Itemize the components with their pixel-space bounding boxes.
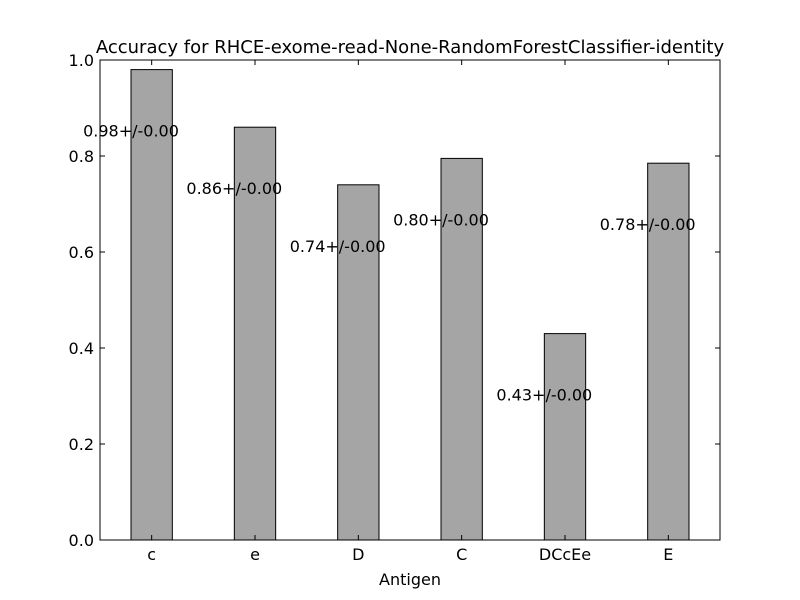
- bar-C: [440, 157, 483, 541]
- y-tick-label: 0.6: [69, 243, 94, 262]
- plot-frame: [99, 59, 721, 541]
- x-axis-label: Antigen: [379, 570, 441, 589]
- x-tick-label-E: E: [663, 545, 673, 564]
- x-tick-label-D: D: [352, 545, 364, 564]
- y-tick-label: 1.0: [69, 51, 94, 70]
- y-tick-label: 0.2: [69, 435, 94, 454]
- data-label-e: 0.86+/-0.00: [186, 179, 282, 198]
- x-tick-label-DCcEe: DCcEe: [539, 545, 591, 564]
- x-tick-label-c: c: [147, 545, 156, 564]
- data-labels-group: 0.98+/-0.00 0.86+/-0.00 0.74+/-0.00 0.80+/-…: [83, 122, 695, 405]
- bar-E: [647, 162, 690, 541]
- y-tick-label: 0.4: [69, 339, 94, 358]
- bar-c: [130, 69, 173, 541]
- chart-title: Accuracy for RHCE-exome-read-None-Random…: [96, 37, 725, 58]
- bars-group: [130, 69, 690, 541]
- bar-DCcEe: [543, 333, 587, 541]
- x-tick-label-e: e: [250, 545, 260, 564]
- data-label-D: 0.74+/-0.00: [290, 237, 386, 256]
- data-label-C: 0.80+/-0.00: [393, 210, 489, 229]
- data-label-E: 0.78+/-0.00: [600, 215, 696, 234]
- data-label-DCcEe: 0.43+/-0.00: [496, 386, 592, 405]
- x-tick-label-C: C: [456, 545, 467, 564]
- y-tick-label: 0.8: [69, 147, 94, 166]
- x-axis: c e D C DCcEe E: [147, 60, 673, 564]
- bar-D: [337, 184, 380, 541]
- y-tick-label: 0.0: [69, 531, 94, 550]
- data-label-c: 0.98+/-0.00: [83, 122, 179, 141]
- bar-e: [233, 126, 277, 541]
